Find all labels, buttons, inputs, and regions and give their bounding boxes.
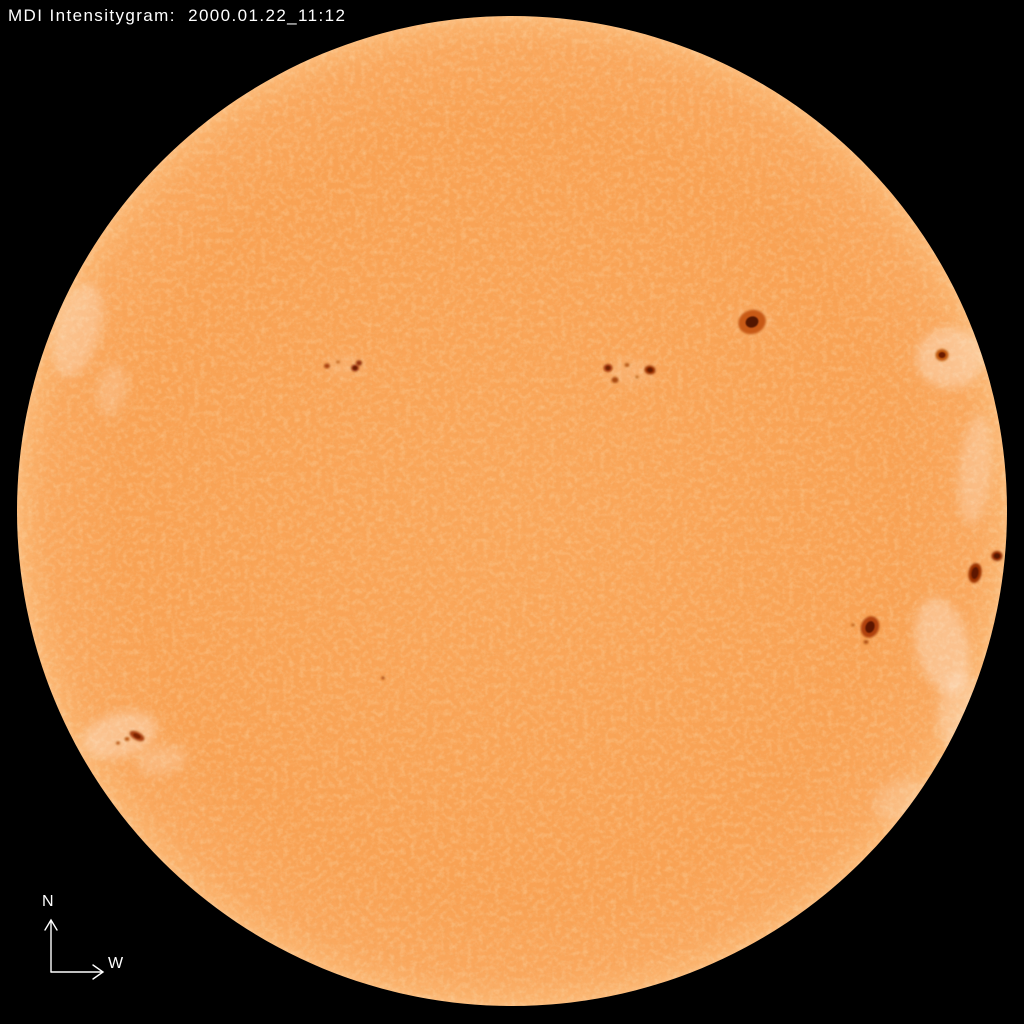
facula-patch [82, 711, 158, 759]
sunspot-umbra [353, 366, 357, 370]
north-arrowhead-icon [44, 918, 58, 931]
sunspot-umbra [133, 733, 141, 739]
west-arrowhead-icon [92, 964, 105, 980]
sunspot-penumbra [611, 377, 619, 383]
north-label: N [42, 893, 55, 910]
sunspot-umbra [745, 316, 759, 328]
faculae-layer [53, 283, 992, 822]
facula-patch [958, 415, 992, 525]
facula-patch [914, 597, 970, 693]
sunspots-layer [116, 309, 1003, 745]
sunspot-umbra [647, 367, 653, 373]
facula-patch [97, 364, 127, 416]
orientation-compass: N W [0, 888, 150, 1024]
sunspot-umbra [938, 352, 946, 358]
facula-patch [916, 328, 984, 388]
sunspot-penumbra [116, 741, 120, 745]
image-title: MDI Intensitygram: 2000.01.22_11:12 [8, 6, 347, 25]
sunspot-umbra [865, 621, 875, 633]
west-label: W [108, 955, 125, 972]
facula-patch [137, 745, 187, 775]
sunspot-umbra [971, 567, 979, 579]
sunspot-penumbra [324, 363, 330, 369]
sunspot-penumbra [124, 737, 130, 741]
compass-arrows [44, 918, 105, 980]
sunspot-penumbra [356, 360, 362, 366]
facula-patch [53, 283, 103, 377]
sunspot-umbra [605, 366, 611, 370]
sunspot-penumbra [635, 375, 639, 379]
sunspot-penumbra [624, 363, 630, 367]
sunspot-penumbra [381, 676, 385, 680]
sunspot-umbra [994, 553, 1000, 559]
sunspot-penumbra [863, 640, 869, 644]
sunspot-penumbra [851, 623, 855, 627]
sunspot-penumbra [336, 360, 340, 364]
